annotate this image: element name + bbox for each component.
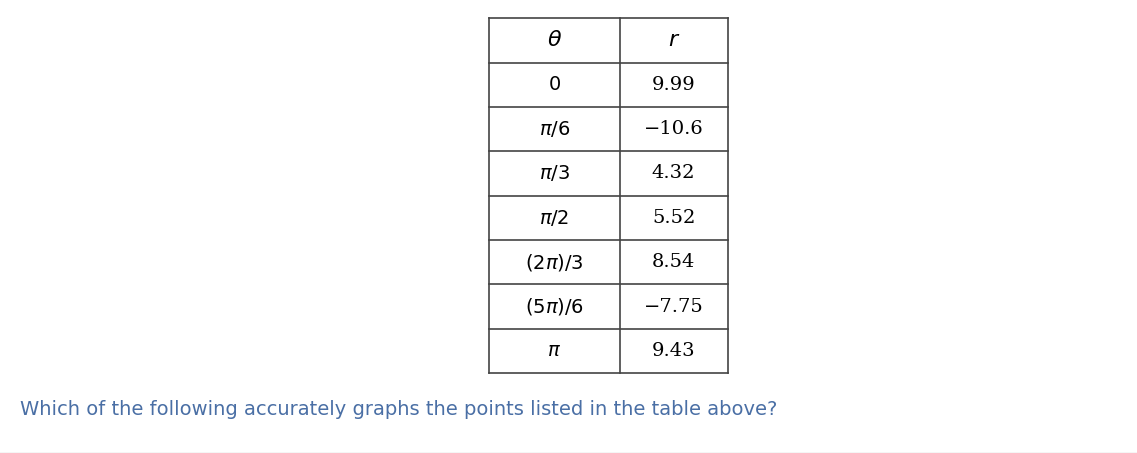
Text: 9.43: 9.43	[652, 342, 696, 360]
Text: $\pi/2$: $\pi/2$	[539, 208, 570, 228]
Text: $\pi/6$: $\pi/6$	[539, 119, 570, 139]
Text: $(5\pi)/6$: $(5\pi)/6$	[525, 296, 583, 317]
Text: $(2\pi)/3$: $(2\pi)/3$	[525, 252, 583, 273]
Text: $r$: $r$	[667, 29, 680, 51]
Text: −10.6: −10.6	[644, 120, 704, 138]
Text: $\pi$: $\pi$	[547, 342, 562, 360]
Text: $0$: $0$	[548, 76, 561, 94]
Text: $\theta$: $\theta$	[547, 29, 562, 51]
Text: 5.52: 5.52	[652, 209, 696, 227]
Text: $\pi/3$: $\pi/3$	[539, 164, 570, 183]
Text: 8.54: 8.54	[652, 253, 696, 271]
Text: Which of the following accurately graphs the points listed in the table above?: Which of the following accurately graphs…	[20, 400, 778, 419]
Text: 4.32: 4.32	[652, 164, 696, 183]
Text: −7.75: −7.75	[644, 298, 704, 316]
Text: 9.99: 9.99	[652, 76, 696, 94]
